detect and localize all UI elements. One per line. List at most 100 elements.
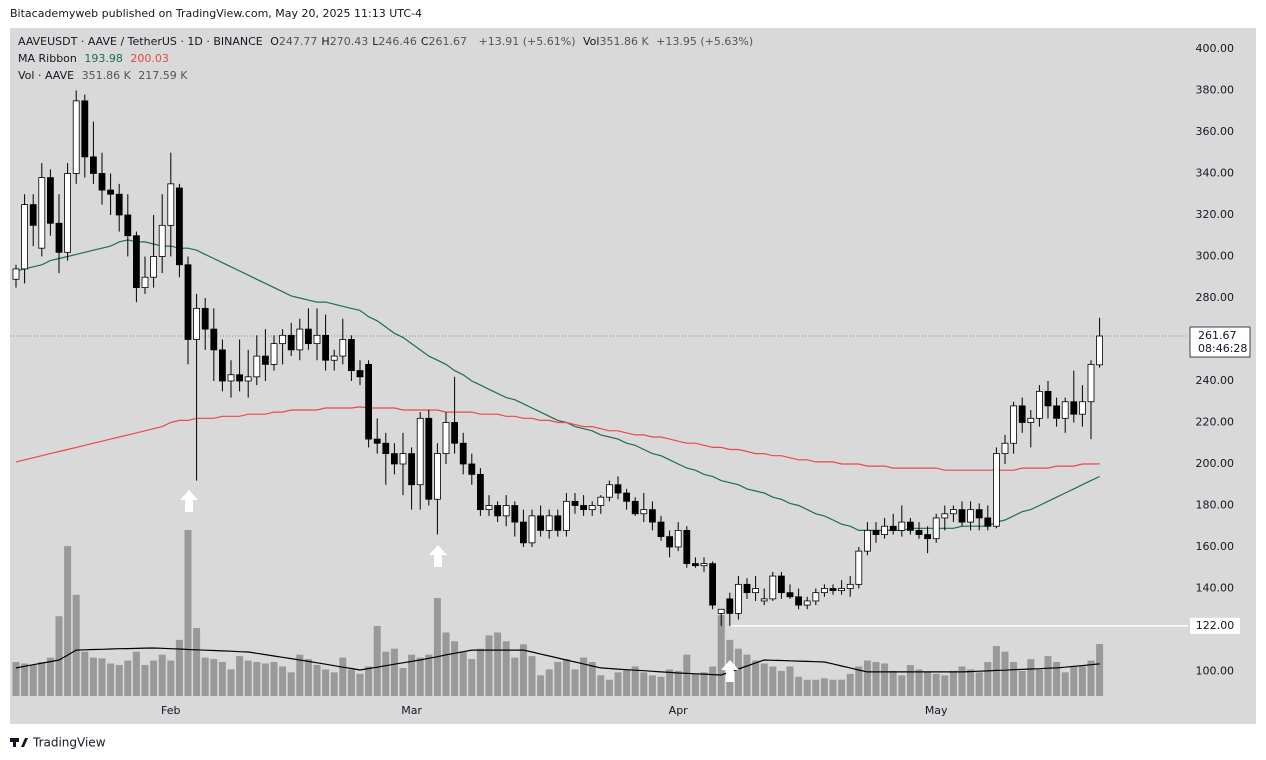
candle-body	[279, 334, 287, 345]
candle-body	[416, 417, 424, 486]
candle-body	[889, 525, 897, 531]
candle-body	[752, 588, 759, 594]
candle-body	[494, 505, 502, 517]
y-tick-label: 400.00	[1196, 42, 1235, 55]
ohlc-value: 247.77	[278, 35, 318, 48]
candle-body	[1036, 390, 1043, 419]
candle-body	[881, 525, 888, 535]
y-tick-label: 200.00	[1196, 457, 1235, 470]
candle-body	[614, 484, 622, 494]
volume-bar	[433, 598, 441, 696]
ma-value: 193.98	[84, 52, 123, 65]
candle-body	[132, 235, 140, 288]
volume-bar	[158, 654, 166, 696]
volume-bar	[863, 660, 871, 696]
candle-body	[433, 453, 441, 500]
volume-bar	[597, 675, 605, 696]
volume-bar	[1087, 660, 1095, 696]
candle-body	[924, 534, 931, 540]
volume-bar	[614, 672, 622, 696]
volume-bar	[881, 663, 889, 696]
candle-body	[193, 307, 201, 340]
candle-body	[511, 505, 519, 523]
volume-bar	[494, 632, 502, 696]
candle-body	[167, 183, 175, 226]
volume-bar	[829, 679, 837, 696]
volume-bar	[571, 669, 579, 696]
volume-bar	[657, 676, 665, 696]
volume-bar	[855, 666, 863, 696]
volume-bar	[175, 639, 183, 696]
candle-body	[124, 214, 132, 237]
candle-body	[38, 177, 46, 249]
level-label-box	[1190, 617, 1240, 634]
volume-bar	[322, 669, 330, 696]
volume-bar	[55, 616, 63, 696]
change: +13.91 (+5.61%)	[478, 35, 576, 48]
candle-body	[631, 500, 639, 515]
volume-bar	[906, 664, 914, 696]
candle-body	[666, 536, 673, 548]
volume-bar	[846, 673, 854, 696]
volume-bar	[382, 651, 390, 696]
candle-body	[408, 453, 416, 486]
candle-body	[236, 374, 244, 382]
ohlc-key: H	[321, 35, 330, 48]
ohlc-legend: O247.77 H270.43 L246.46 C261.67	[270, 35, 471, 48]
candle-body	[141, 276, 149, 288]
candle-body	[313, 334, 321, 345]
candle-body	[846, 583, 854, 589]
candle-body	[21, 204, 29, 270]
volume-bar	[330, 672, 338, 696]
candle-body	[975, 509, 983, 519]
candle-body	[520, 521, 527, 544]
volume-change: +13.95 (+5.63%)	[656, 35, 754, 48]
y-tick-label: 100.00	[1196, 664, 1235, 677]
candle-body	[227, 374, 235, 382]
candle-body	[855, 550, 863, 585]
candle-body	[967, 509, 974, 523]
candle-body	[786, 592, 794, 598]
arrow-marker	[721, 660, 739, 682]
countdown-label: 08:46:28	[1198, 342, 1247, 355]
volume-bar	[640, 672, 648, 696]
volume-bar	[304, 659, 312, 696]
candle-body	[218, 349, 226, 382]
candle-body	[29, 204, 37, 226]
candle-body	[700, 563, 708, 567]
volume-bar	[29, 664, 37, 696]
candle-body	[81, 100, 89, 158]
candle-body	[468, 463, 476, 475]
volume-bar	[562, 659, 570, 696]
candle-body	[528, 515, 536, 544]
volume-bar	[485, 635, 493, 696]
candle-body	[950, 509, 957, 515]
candle-body	[1070, 401, 1078, 415]
volume-value: 351.86 K	[81, 69, 131, 82]
volume-bar	[81, 651, 89, 696]
volume-bar	[1078, 666, 1086, 696]
volume-bar	[554, 662, 562, 696]
volume-bar	[1010, 662, 1018, 696]
volume-bar	[399, 667, 407, 696]
legend-row: AAVEUSDT · AAVE / TetherUS · 1D · BINANC…	[18, 35, 757, 48]
x-tick-label: Mar	[401, 704, 422, 717]
volume-bar	[915, 669, 923, 696]
candle-body	[537, 515, 544, 531]
volume-bar	[459, 651, 467, 696]
candle-body	[932, 517, 940, 540]
candle-body	[1087, 363, 1095, 403]
y-tick-label: 180.00	[1196, 498, 1235, 511]
volume-bar	[1027, 659, 1035, 696]
candle-body	[915, 529, 923, 535]
volume-bar	[967, 669, 975, 696]
candle-body	[158, 224, 166, 257]
published-note: Bitacademyweb published on TradingView.c…	[10, 7, 422, 20]
volume-bar	[528, 656, 536, 696]
volume-bar	[898, 675, 906, 696]
price-label-box	[1189, 326, 1251, 358]
volume-bar	[872, 662, 880, 696]
candle-body	[821, 588, 828, 594]
candle-body	[692, 563, 699, 567]
candle-body	[55, 222, 63, 253]
